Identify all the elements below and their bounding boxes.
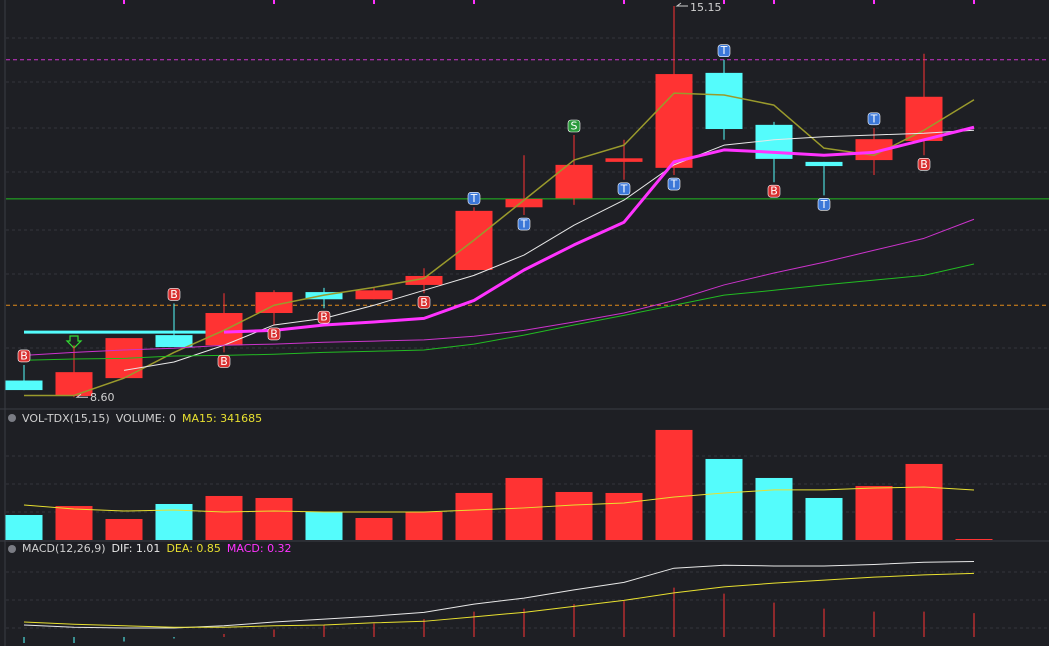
volume-bar (705, 458, 743, 540)
volume-bar (5, 514, 43, 540)
signal-label: S (571, 120, 578, 133)
signal-marker (667, 177, 681, 191)
annotation-label: 8.60 (90, 391, 115, 404)
candle-body (155, 335, 193, 348)
annotation-label: 15.15 (690, 1, 722, 14)
signal-label: B (320, 311, 328, 324)
volume-bar (905, 463, 943, 540)
candle-body (355, 290, 393, 300)
signal-marker (467, 191, 481, 205)
down-arrow-icon (65, 335, 83, 349)
legend-entry: MACD: 0.32 (227, 542, 292, 555)
signal-label: T (870, 112, 878, 125)
signal-marker (517, 217, 531, 231)
signal-marker (717, 44, 731, 58)
signal-label: B (20, 349, 28, 362)
volume-bar (305, 511, 343, 540)
signal-label: B (220, 355, 228, 368)
signal-label: B (920, 158, 928, 171)
volume-bar (605, 492, 643, 540)
candle-body (405, 275, 443, 285)
moving-average-line (23, 218, 975, 356)
signal-marker (917, 158, 931, 171)
volume-bar (455, 492, 493, 540)
candle-body (505, 198, 543, 208)
legend-entry: DEA: 0.85 (166, 542, 220, 555)
candle-body (855, 139, 893, 161)
annotation-arrow (75, 393, 88, 398)
candle-body (55, 372, 93, 397)
dea-line (23, 572, 975, 628)
signal-label: T (520, 218, 528, 231)
signal-label: B (270, 327, 278, 340)
legend-entry: VOL-TDX(15,15) (22, 412, 110, 425)
volume-bar (755, 477, 793, 540)
candle-body (255, 292, 293, 314)
signal-marker (217, 355, 231, 368)
signal-marker (617, 182, 631, 196)
volume-bar (155, 503, 193, 540)
volume-bar (55, 506, 93, 540)
signal-label: B (420, 296, 428, 309)
volume-bar (655, 429, 693, 540)
signal-label: B (770, 185, 778, 198)
volume-bar (205, 495, 243, 540)
volume-bar (855, 485, 893, 540)
volume-bar (555, 491, 593, 540)
signal-label: T (470, 192, 478, 205)
legend-entry: VOLUME: 0 (116, 412, 176, 425)
candle-body (5, 380, 43, 391)
signal-marker (817, 198, 831, 211)
signal-marker (17, 349, 31, 363)
volume-bar (505, 477, 543, 540)
volume-bar (105, 518, 143, 540)
signal-label: T (720, 44, 728, 57)
volume-bar (355, 517, 393, 540)
signal-marker (417, 295, 431, 309)
legend-entry: DIF: 1.01 (112, 542, 161, 555)
annotation-arrow (675, 2, 688, 7)
signal-marker (167, 288, 181, 301)
signal-marker (767, 184, 781, 198)
volume-bar (255, 497, 293, 540)
signal-marker (867, 112, 881, 126)
signal-label: T (620, 182, 628, 195)
volume-bar (955, 539, 993, 540)
volume-bar (805, 497, 843, 540)
moving-average-line (23, 263, 975, 361)
signal-label: B (170, 288, 178, 301)
signal-label: T (670, 178, 678, 191)
candle-body (805, 161, 843, 167)
signal-marker (317, 310, 331, 324)
moving-average-line (123, 129, 975, 371)
panel-icon[interactable] (8, 414, 16, 422)
volume-bar (405, 511, 443, 540)
legend-entry: MA15: 341685 (182, 412, 262, 425)
volume-ma-line (23, 486, 975, 513)
top-ticks (123, 0, 975, 4)
signal-marker (567, 119, 581, 133)
candle-body (905, 96, 943, 141)
panel-icon[interactable] (8, 545, 16, 553)
signal-marker (267, 327, 281, 341)
dif-line (23, 560, 975, 629)
moving-average-line (223, 125, 975, 334)
moving-average-line (24, 92, 975, 397)
candle-body (605, 158, 643, 162)
candle-body (655, 74, 693, 168)
signal-label: T (820, 198, 828, 211)
legend-entry: MACD(12,26,9) (22, 542, 106, 555)
candle-body (705, 72, 743, 130)
